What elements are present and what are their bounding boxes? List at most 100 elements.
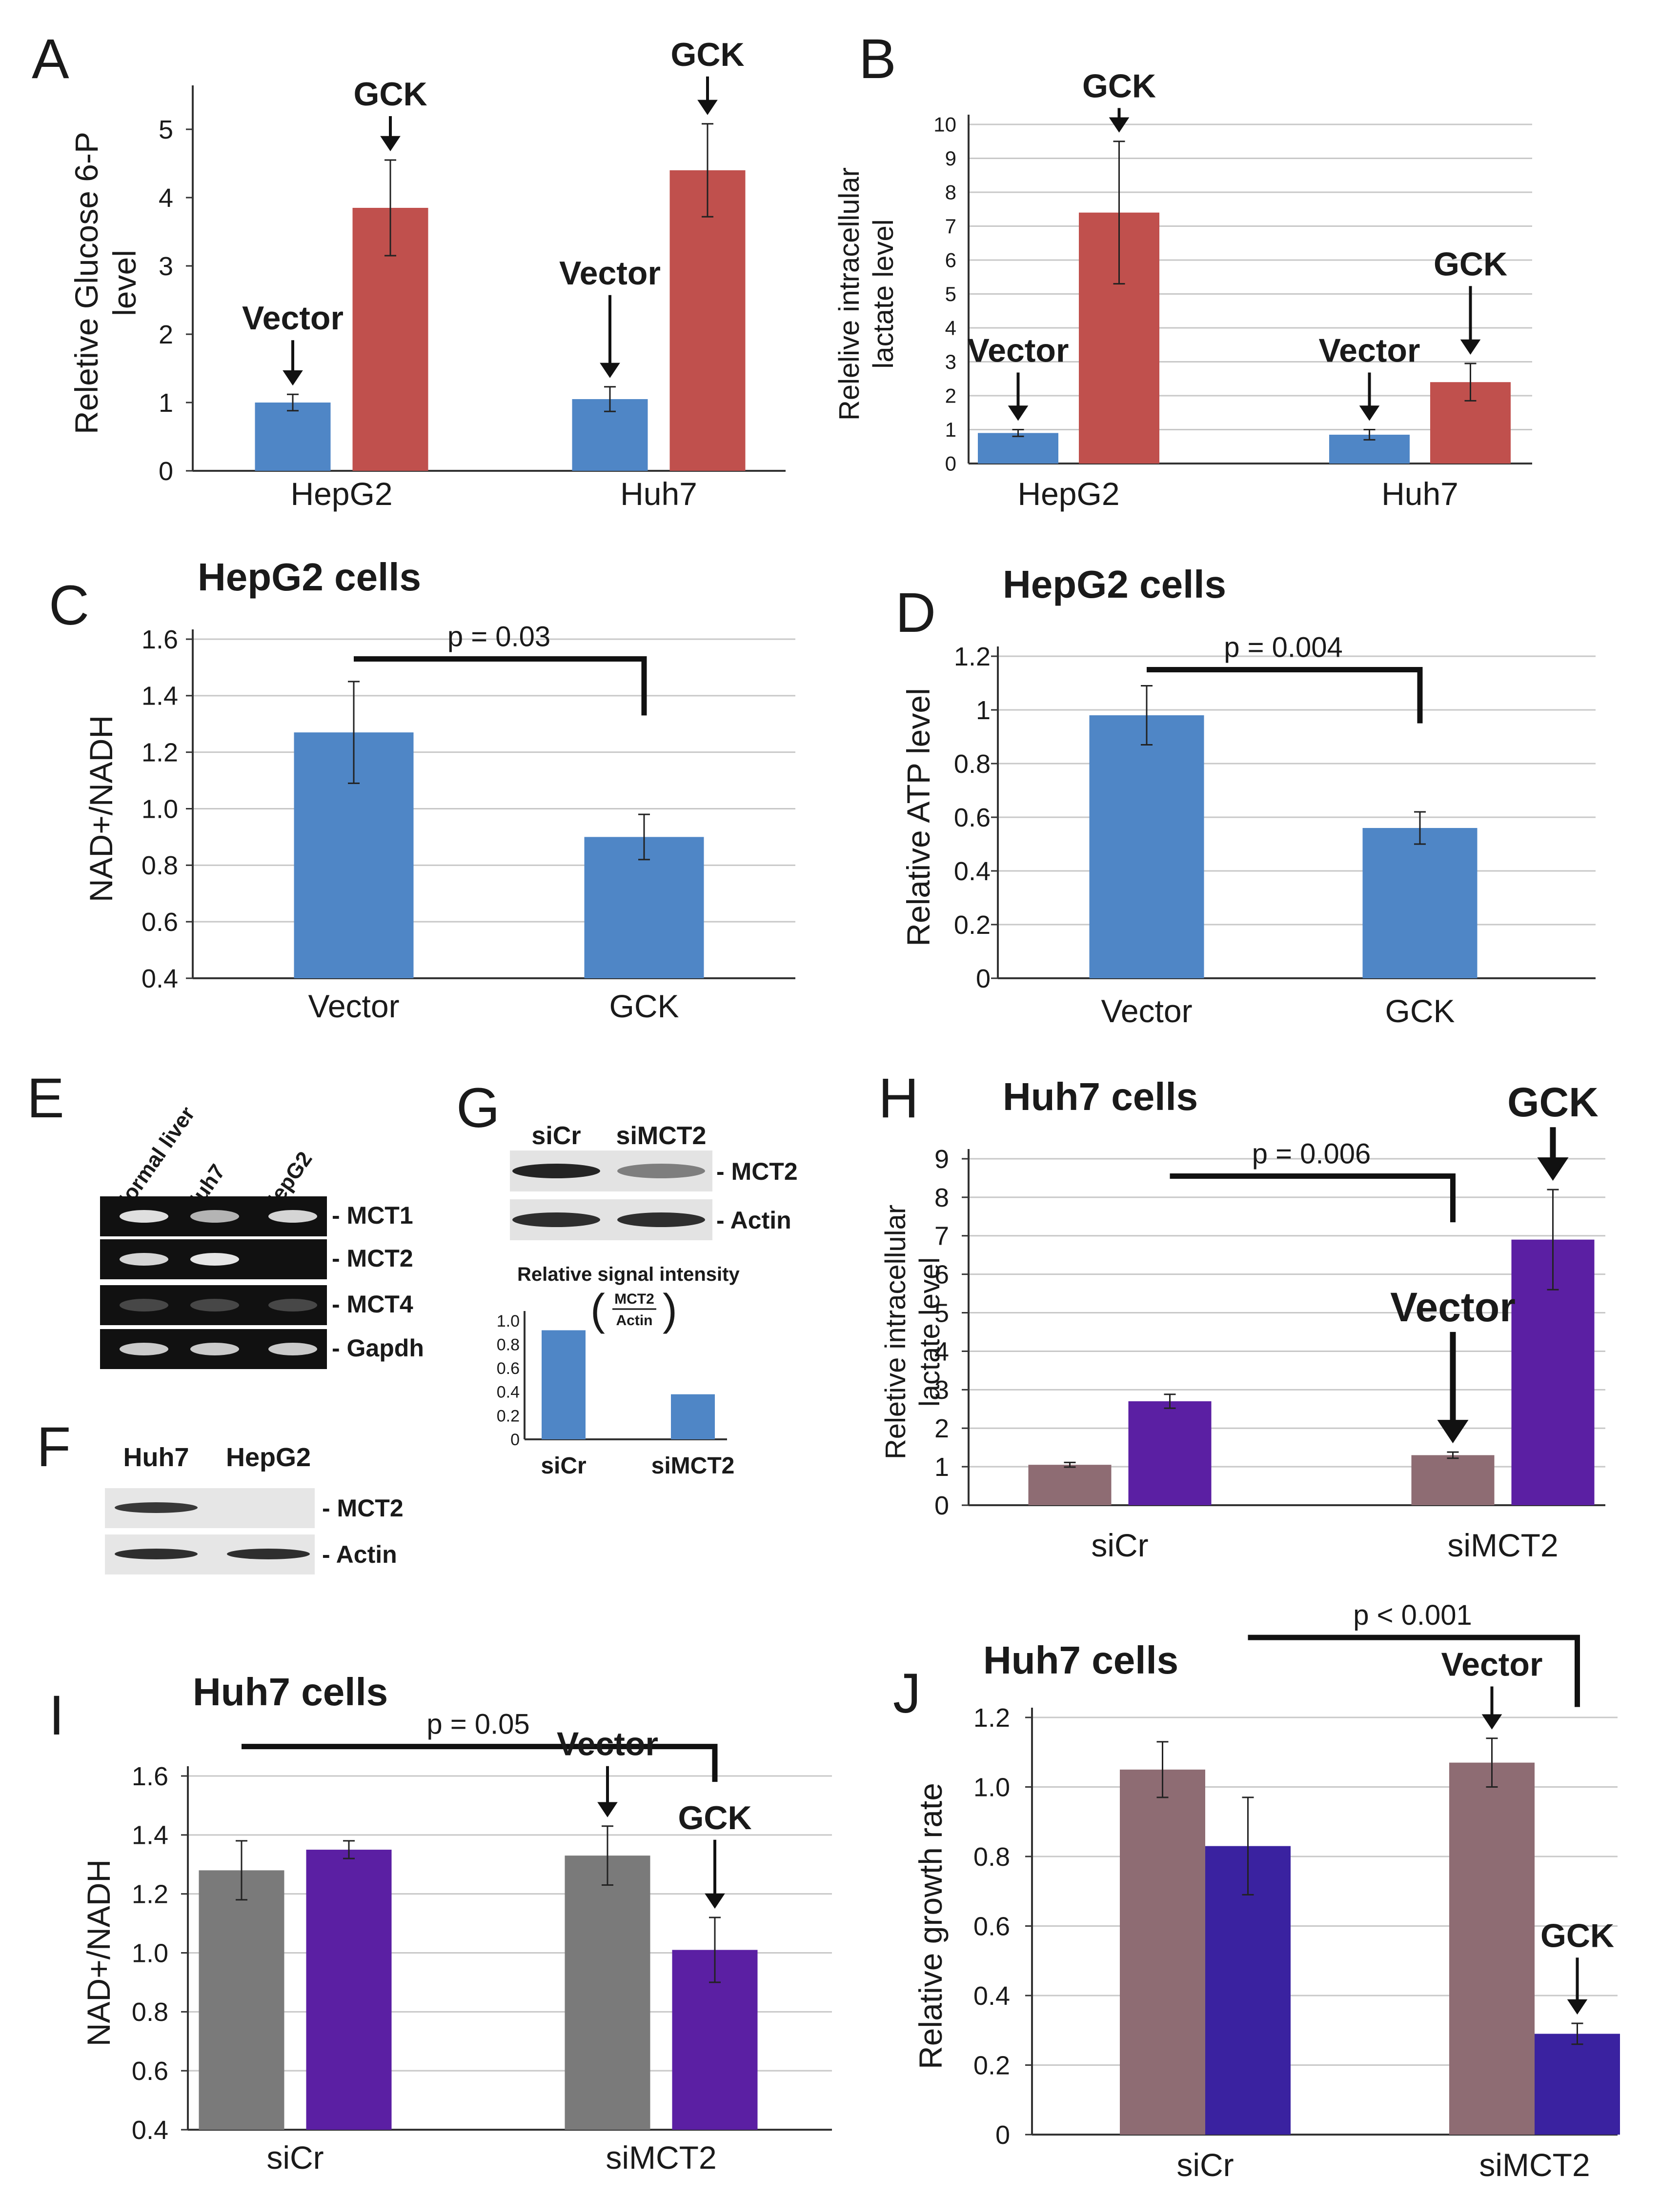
ratio-label: (MCT2 Actin): [590, 1286, 677, 1334]
arrow-head: [380, 136, 401, 151]
y-tick-label: 0: [934, 1491, 949, 1520]
chart-title: Huh7 cells: [983, 1638, 1178, 1682]
category-label: siMCT2: [1447, 1527, 1558, 1563]
chart-C: 0.4 0.6 0.8 1.0 1.2 1.4 1.6 NAD+/NADH HepG2 cell…: [83, 555, 795, 1024]
y-tick-label: 1.4: [132, 1821, 168, 1850]
bar-gck: [306, 1850, 392, 2130]
significance-bracket: [1248, 1634, 1580, 1707]
category-label: siCr: [1176, 2147, 1234, 2183]
blot-band: [115, 1549, 198, 1559]
chart-B: 0 1 2 3 4 5 6 7 8 9 10 Relelive intracellularlactat…: [833, 67, 1532, 512]
y-tick-label: 2: [945, 384, 956, 407]
bar-vector: [565, 1856, 650, 2130]
lane-label: HepG2: [226, 1443, 311, 1472]
panel-letters: A B C D E F G H I J: [27, 28, 936, 1747]
blot-row-label: - Actin: [322, 1541, 397, 1568]
category-label: siCr: [541, 1453, 586, 1479]
y-tick-label: 5: [934, 1298, 949, 1328]
y-tick-label: 7: [945, 215, 956, 238]
annotation-label: Vector: [557, 1726, 658, 1763]
arrow-head: [1109, 117, 1130, 133]
annotation-label: GCK: [1507, 1079, 1599, 1125]
y-tick-label: 1.0: [497, 1312, 520, 1331]
category-label: Vector: [1101, 993, 1192, 1029]
chart-D: 0 0.2 0.4 0.6 0.8 1 1.2 Relative ATP level HepG2…: [900, 563, 1596, 1029]
bar-vector: [1028, 1465, 1112, 1505]
annotation-label: GCK: [1082, 67, 1156, 104]
annotation-label: GCK: [670, 36, 744, 73]
arrow-head: [1008, 405, 1029, 421]
y-tick-label: 0: [976, 964, 991, 993]
y-tick-label: 0.4: [132, 2116, 168, 2145]
category-label: GCK: [609, 988, 679, 1024]
category-label: Huh7: [1381, 476, 1458, 512]
y-tick-label: 1.0: [973, 1773, 1010, 1802]
gel-band: [268, 1299, 317, 1311]
bar-vector: [1120, 1769, 1205, 2135]
y-tick-label: 1.0: [132, 1938, 168, 1968]
bar-gck: [1128, 1401, 1212, 1505]
y-axis-label-line2: level: [106, 250, 142, 316]
y-tick-label: 5: [945, 282, 956, 305]
y-tick-label: 0.4: [973, 1981, 1010, 2011]
p-value-label: p < 0.001: [1353, 1599, 1472, 1631]
y-tick-label: 0.4: [954, 857, 991, 886]
panel-letter-B: B: [859, 28, 896, 90]
y-tick-label: 8: [934, 1183, 949, 1212]
y-tick-label: 9: [934, 1145, 949, 1174]
y-tick-label: 1.6: [132, 1762, 168, 1791]
annotation-label: GCK: [353, 76, 427, 113]
chart-A: 0 1 2 3 4 5 Reletive Glucose 6-Plevel HepG2 Huh7…: [68, 36, 786, 512]
annotation-label: Vector: [968, 332, 1069, 369]
y-tick-label: 0.4: [142, 964, 178, 993]
y-tick-label: 0.6: [954, 803, 991, 832]
bar-gck: [669, 170, 746, 471]
category-label: siMCT2: [651, 1453, 735, 1479]
category-label: siMCT2: [1479, 2147, 1590, 2183]
blot-row-label: - MCT2: [322, 1494, 404, 1522]
category-label: siCr: [1091, 1527, 1148, 1563]
gel-band: [190, 1343, 239, 1355]
bar-vector: [255, 403, 331, 471]
y-tick-label: 6: [945, 249, 956, 272]
arrow-head: [697, 100, 718, 115]
y-tick-label: 0.2: [954, 910, 991, 940]
p-value-label: p = 0.006: [1252, 1138, 1371, 1170]
ratio-paren-left: (: [590, 1286, 605, 1334]
chart-title: HepG2 cells: [198, 555, 421, 599]
y-tick-label: 2: [934, 1414, 949, 1443]
panel-letter-E: E: [27, 1067, 64, 1130]
annotation-label: GCK: [678, 1799, 751, 1836]
y-axis-label-line1: Reletive Glucose 6-P: [68, 132, 104, 434]
y-axis-label-line1: Relelive intracellular: [833, 167, 865, 421]
arrow-head: [1359, 405, 1380, 421]
bar-value: [1362, 828, 1478, 978]
y-axis-label: Relelive intracellularlactate level: [833, 167, 899, 421]
category-label: Vector: [308, 988, 399, 1024]
gel-band: [190, 1210, 239, 1223]
panel-letter-F: F: [37, 1416, 71, 1478]
y-tick-label: 10: [933, 113, 956, 136]
y-tick-label: 5: [159, 115, 173, 144]
chart-I: 0.4 0.6 0.8 1.0 1.2 1.4 1.6 NAD+/NADH Huh7 cells…: [81, 1670, 832, 2176]
bar-vector: [978, 433, 1058, 464]
annotation-label: GCK: [1434, 245, 1507, 282]
y-tick-label: 0.2: [973, 2051, 1010, 2080]
y-tick-label: 1.2: [132, 1880, 168, 1909]
panel-letter-H: H: [878, 1067, 919, 1130]
bar-vector: [1449, 1762, 1535, 2135]
blot-row-label: - MCT2: [716, 1158, 798, 1185]
panel-letter-A: A: [32, 28, 69, 90]
p-value-label: p = 0.05: [426, 1709, 529, 1740]
panel-letter-G: G: [456, 1077, 500, 1139]
arrow-head: [283, 370, 303, 386]
y-tick-label: 1.4: [142, 682, 178, 711]
bar-value: [584, 837, 704, 978]
bar-vector: [1411, 1455, 1495, 1505]
arrow-head: [705, 1893, 725, 1909]
panel-letter-C: C: [49, 574, 89, 637]
category-label: siMCT2: [606, 2139, 716, 2176]
ratio-numerator: MCT2: [614, 1291, 654, 1307]
y-tick-label: 1.6: [142, 625, 178, 654]
y-tick-label: 4: [945, 317, 956, 340]
